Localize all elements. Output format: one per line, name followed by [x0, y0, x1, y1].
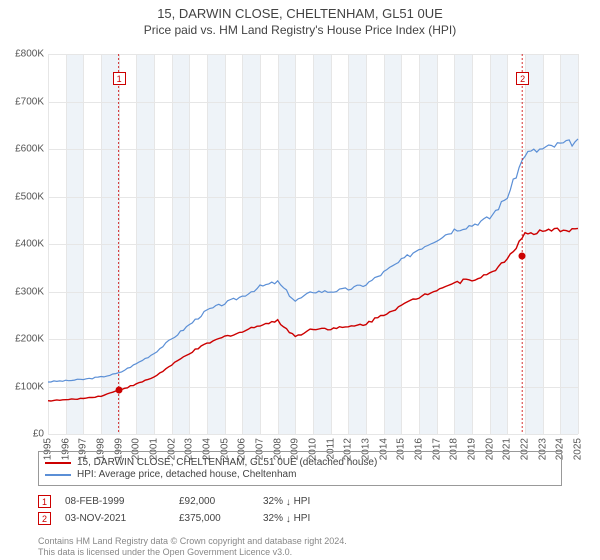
footer-line-2: This data is licensed under the Open Gov… [38, 547, 562, 558]
chart-subtitle: Price paid vs. HM Land Registry's House … [0, 23, 600, 37]
ytick: £100K [0, 381, 44, 392]
ytick: £800K [0, 49, 44, 60]
grid-h [48, 434, 578, 435]
legend-row: 15, DARWIN CLOSE, CHELTENHAM, GL51 0UE (… [45, 457, 555, 468]
ytick: £200K [0, 334, 44, 345]
sale-date: 03-NOV-2021 [65, 513, 165, 524]
ytick: £300K [0, 286, 44, 297]
sale-marker-1: 1 [113, 72, 126, 85]
sale-dot [519, 252, 526, 259]
series-price [48, 228, 578, 401]
sale-price: £92,000 [179, 496, 249, 507]
xtick: 2025 [573, 438, 584, 460]
footer-line-1: Contains HM Land Registry data © Crown c… [38, 536, 562, 547]
chart-area: £0£100K£200K£300K£400K£500K£600K£700K£80… [48, 54, 578, 434]
sale-price: £375,000 [179, 513, 249, 524]
ytick: £400K [0, 239, 44, 250]
sale-row: 1 08-FEB-1999 £92,000 32% ↓ HPI [38, 495, 562, 508]
legend-row: HPI: Average price, detached house, Chel… [45, 469, 555, 480]
sales-table: 1 08-FEB-1999 £92,000 32% ↓ HPI 2 03-NOV-2021… [38, 491, 562, 529]
legend-label: HPI: Average price, detached house, Chel… [77, 469, 296, 480]
ytick: £0 [0, 429, 44, 440]
sale-date: 08-FEB-1999 [65, 496, 165, 507]
sale-row-marker: 2 [38, 512, 51, 525]
ytick: £500K [0, 191, 44, 202]
down-arrow-icon: ↓ [286, 514, 291, 525]
grid-v [578, 54, 579, 434]
legend-swatch [45, 462, 71, 464]
legend-swatch [45, 474, 71, 476]
line-series [48, 54, 578, 434]
chart-title: 15, DARWIN CLOSE, CHELTENHAM, GL51 0UE [0, 6, 600, 21]
ytick: £600K [0, 144, 44, 155]
ytick: £700K [0, 96, 44, 107]
footer-attribution: Contains HM Land Registry data © Crown c… [38, 536, 562, 559]
series-hpi [48, 139, 578, 382]
legend: 15, DARWIN CLOSE, CHELTENHAM, GL51 0UE (… [38, 451, 562, 486]
sale-marker-2: 2 [516, 72, 529, 85]
sale-row-marker: 1 [38, 495, 51, 508]
legend-label: 15, DARWIN CLOSE, CHELTENHAM, GL51 0UE (… [77, 457, 377, 468]
sale-dot [115, 387, 122, 394]
sale-pct: 32% ↓ HPI [263, 513, 333, 524]
sale-row: 2 03-NOV-2021 £375,000 32% ↓ HPI [38, 512, 562, 525]
down-arrow-icon: ↓ [286, 497, 291, 508]
sale-pct: 32% ↓ HPI [263, 496, 333, 507]
